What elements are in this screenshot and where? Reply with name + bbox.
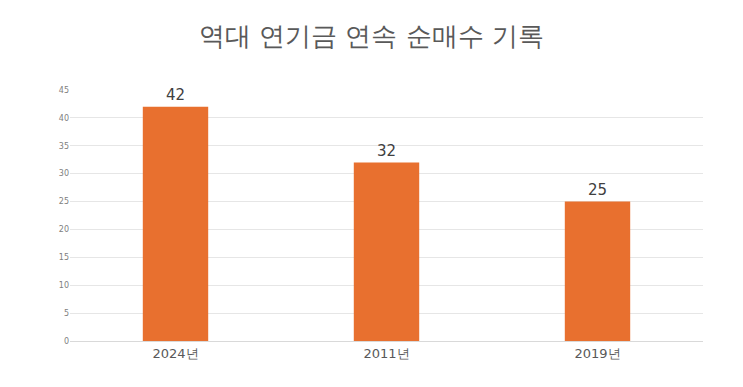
svg-text:역대 연기금 연속 순매수 기록: 역대 연기금 연속 순매수 기록 [199, 21, 544, 51]
svg-text:30: 30 [59, 169, 69, 178]
svg-text:45: 45 [59, 86, 69, 95]
svg-text:2011년: 2011년 [363, 346, 409, 361]
svg-text:5: 5 [64, 309, 69, 318]
svg-text:25: 25 [59, 197, 69, 206]
svg-text:2019년: 2019년 [574, 346, 620, 361]
svg-text:0: 0 [64, 337, 69, 346]
svg-text:25: 25 [588, 181, 607, 199]
svg-text:35: 35 [59, 142, 69, 151]
svg-text:42: 42 [166, 86, 185, 104]
svg-text:15: 15 [59, 253, 69, 262]
svg-text:2024년: 2024년 [152, 346, 198, 361]
svg-text:10: 10 [59, 281, 69, 290]
svg-text:32: 32 [377, 142, 396, 160]
svg-text:20: 20 [59, 225, 69, 234]
svg-text:40: 40 [59, 114, 69, 123]
